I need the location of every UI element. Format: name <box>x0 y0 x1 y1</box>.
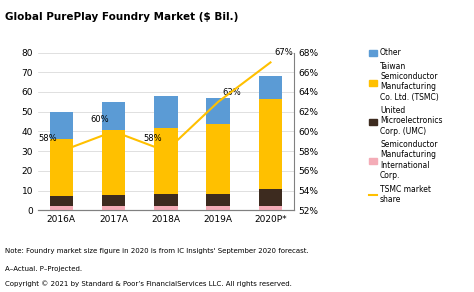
Text: 58%: 58% <box>38 134 57 143</box>
Bar <box>206 194 230 206</box>
Text: Note: Foundry market size figure in 2020 is from IC Insights' September 2020 for: Note: Foundry market size figure in 2020… <box>5 248 309 254</box>
Bar <box>50 206 73 210</box>
Text: 58%: 58% <box>143 134 162 143</box>
Bar <box>259 99 282 189</box>
Bar <box>50 139 73 197</box>
Bar <box>102 195 126 206</box>
Text: Copyright © 2021 by Standard & Poor’s FinancialServices LLC. All rights reserved: Copyright © 2021 by Standard & Poor’s Fi… <box>5 280 292 287</box>
Bar <box>259 189 282 206</box>
Text: 60%: 60% <box>91 114 109 124</box>
Bar <box>50 197 73 206</box>
Text: 63%: 63% <box>222 88 241 97</box>
Legend: Other, Taiwan
Semiconductor
Manufacturing
Co. Ltd. (TSMC), United
Microelectroni: Other, Taiwan Semiconductor Manufacturin… <box>369 48 443 204</box>
Bar <box>154 96 178 128</box>
Bar <box>206 206 230 210</box>
Text: A–Actual. P–Projected.: A–Actual. P–Projected. <box>5 266 82 272</box>
Bar <box>102 102 126 131</box>
Bar <box>259 206 282 210</box>
Bar <box>154 194 178 206</box>
Bar <box>206 98 230 124</box>
Bar <box>154 128 178 194</box>
Bar <box>102 206 126 210</box>
Bar <box>154 206 178 210</box>
Text: Global PurePlay Foundry Market ($ Bil.): Global PurePlay Foundry Market ($ Bil.) <box>5 12 238 22</box>
Bar <box>206 124 230 194</box>
Text: 67%: 67% <box>274 48 293 58</box>
Bar <box>102 131 126 195</box>
Bar <box>50 112 73 139</box>
Bar <box>259 76 282 99</box>
